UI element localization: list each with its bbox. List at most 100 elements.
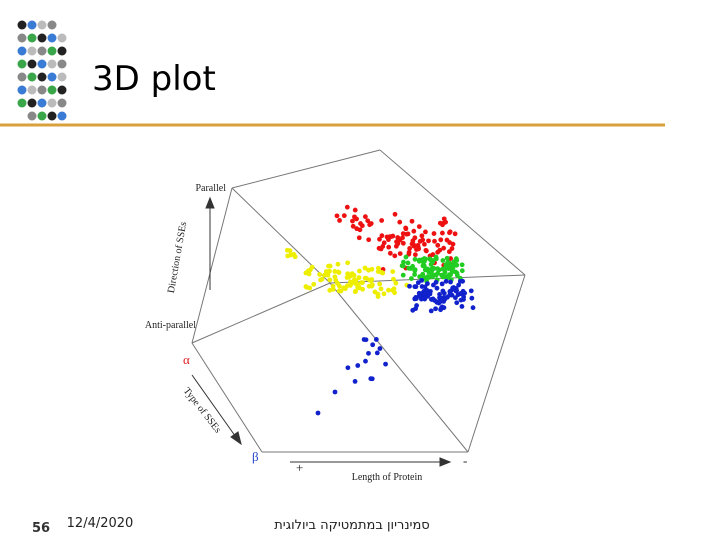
dot bbox=[57, 59, 67, 69]
dot bbox=[448, 279, 453, 285]
dot bbox=[440, 288, 446, 294]
dot bbox=[360, 286, 365, 292]
dot bbox=[375, 294, 381, 299]
dot bbox=[395, 235, 401, 240]
dot bbox=[445, 259, 451, 265]
dot bbox=[332, 389, 338, 395]
dot bbox=[377, 236, 382, 242]
dot bbox=[327, 287, 333, 293]
dot bbox=[330, 283, 336, 289]
dot bbox=[401, 259, 406, 265]
dot bbox=[441, 266, 447, 272]
dot bbox=[419, 257, 425, 263]
dot bbox=[57, 85, 67, 95]
dot bbox=[27, 72, 37, 82]
dot bbox=[423, 247, 429, 253]
dot bbox=[449, 269, 455, 275]
dot bbox=[435, 270, 441, 276]
slide-title: 3D plot bbox=[92, 59, 216, 99]
dot bbox=[366, 237, 372, 243]
dot bbox=[425, 281, 430, 287]
dot bbox=[37, 59, 47, 69]
dot bbox=[47, 20, 57, 30]
dot bbox=[345, 260, 351, 266]
dot bbox=[363, 358, 368, 364]
dot bbox=[423, 229, 428, 235]
dot bbox=[27, 20, 37, 30]
dot bbox=[380, 270, 386, 276]
dot bbox=[430, 274, 435, 280]
dot bbox=[428, 308, 434, 314]
dot bbox=[391, 276, 396, 282]
dot bbox=[433, 254, 439, 260]
dot bbox=[37, 85, 47, 95]
dot bbox=[403, 254, 409, 260]
dot bbox=[332, 269, 338, 274]
dot bbox=[325, 272, 331, 278]
dot bbox=[334, 213, 340, 219]
dot bbox=[379, 233, 385, 239]
dot bbox=[447, 289, 453, 294]
dot bbox=[412, 268, 418, 274]
dot bbox=[386, 244, 392, 250]
dot bbox=[17, 46, 27, 56]
dot bbox=[412, 256, 418, 262]
dot bbox=[413, 306, 418, 312]
dot bbox=[342, 286, 348, 292]
dot bbox=[355, 282, 360, 287]
dot bbox=[366, 267, 371, 273]
dot bbox=[307, 285, 313, 291]
dot bbox=[438, 307, 443, 313]
dot bbox=[410, 238, 416, 244]
axis-label: α bbox=[183, 352, 190, 367]
dot bbox=[443, 219, 448, 225]
dot bbox=[322, 272, 327, 278]
dot bbox=[407, 283, 412, 289]
dot bbox=[459, 262, 465, 268]
dot bbox=[459, 268, 465, 274]
dot bbox=[17, 72, 27, 82]
dot bbox=[381, 291, 387, 297]
dot bbox=[336, 288, 342, 294]
dot bbox=[359, 280, 364, 286]
dot bbox=[336, 270, 342, 275]
dot bbox=[352, 379, 358, 384]
dot bbox=[434, 285, 440, 291]
dot bbox=[377, 281, 383, 287]
dot bbox=[37, 111, 47, 121]
dot bbox=[390, 269, 396, 274]
dot bbox=[17, 85, 27, 95]
dot bbox=[392, 211, 398, 217]
dot bbox=[440, 258, 446, 263]
dot bbox=[442, 296, 448, 302]
dot bbox=[406, 265, 412, 271]
dot bbox=[448, 256, 454, 261]
dot bbox=[412, 284, 418, 290]
dot bbox=[435, 249, 441, 255]
dot bbox=[317, 272, 322, 277]
dot bbox=[391, 286, 397, 292]
dot bbox=[381, 240, 387, 246]
dot bbox=[416, 224, 422, 230]
dot bbox=[17, 33, 27, 43]
axis-label: Anti-parallel bbox=[145, 320, 196, 331]
dot bbox=[412, 252, 418, 258]
dot bbox=[438, 237, 444, 243]
dot bbox=[37, 33, 47, 43]
dot bbox=[422, 296, 428, 302]
dot bbox=[369, 283, 375, 289]
dot bbox=[37, 98, 47, 108]
dot bbox=[435, 242, 441, 248]
dot bbox=[354, 226, 360, 232]
dot bbox=[428, 288, 433, 294]
dot bbox=[383, 361, 388, 367]
axis-label: β bbox=[252, 449, 259, 464]
dot bbox=[470, 305, 476, 311]
dot bbox=[413, 294, 419, 300]
dot bbox=[365, 218, 371, 224]
dot bbox=[415, 242, 421, 248]
dot bbox=[425, 274, 430, 280]
dot bbox=[435, 266, 441, 272]
dot bbox=[315, 410, 321, 416]
